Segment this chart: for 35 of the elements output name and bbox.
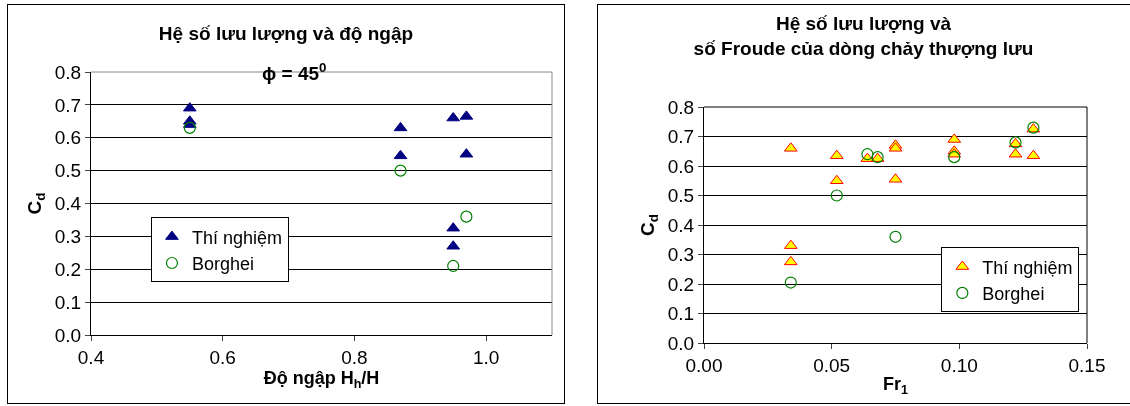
y-tick-label: 0.5 <box>54 160 82 182</box>
chart-title: Hệ số lưu lượng và số Froude của dòng chảy thượng lưu <box>693 13 1034 59</box>
y-tick-label: 0.6 <box>54 127 82 149</box>
y-tick-label: 0.1 <box>54 291 82 313</box>
x-tick-label: 0.05 <box>813 354 851 376</box>
x-tick-label: 0.4 <box>77 346 105 368</box>
legend-label: Borghei <box>191 254 254 275</box>
y-tick-label: 0.4 <box>54 193 82 215</box>
x-tick-label: 1.0 <box>472 346 500 368</box>
y-tick-label: 0.1 <box>667 303 695 325</box>
x-tick-label: 0.8 <box>341 346 368 368</box>
y-tick-label: 0.4 <box>667 214 695 236</box>
y-tick-label: 0.2 <box>54 258 82 280</box>
y-tick-label: 0.3 <box>667 244 695 266</box>
x-tick-label: 0.10 <box>940 354 978 376</box>
y-tick-label: 0.3 <box>54 226 82 248</box>
annotation: ϕ = 45$^{0}$ <box>262 60 327 84</box>
y-tick-label: 0.0 <box>667 332 695 354</box>
y-tick-label: 0.5 <box>667 185 695 207</box>
chart-title: Hệ số lưu lượng và độ ngập <box>158 23 414 45</box>
y-tick-label: 0.8 <box>54 61 82 83</box>
x-axis-title: Độ ngập H$_{h}$/H <box>263 367 380 391</box>
y-tick-label: 0.6 <box>667 155 695 177</box>
legend-label: Thí nghiệm <box>191 227 282 248</box>
y-tick-label: 0.8 <box>667 96 695 118</box>
y-tick-label: 0.7 <box>667 126 695 148</box>
legend-label: Borghei <box>982 283 1045 304</box>
x-tick-label: 0.15 <box>1068 354 1106 376</box>
y-tick-label: 0.0 <box>54 324 82 346</box>
y-tick-label: 0.7 <box>54 94 82 116</box>
y-tick-label: 0.2 <box>667 273 695 295</box>
x-tick-label: 0.6 <box>209 346 236 368</box>
legend-label: Thí nghiệm <box>982 257 1073 278</box>
x-axis-title: Fr$_{1}$ <box>882 373 909 397</box>
x-tick-label: 0.00 <box>685 354 723 376</box>
